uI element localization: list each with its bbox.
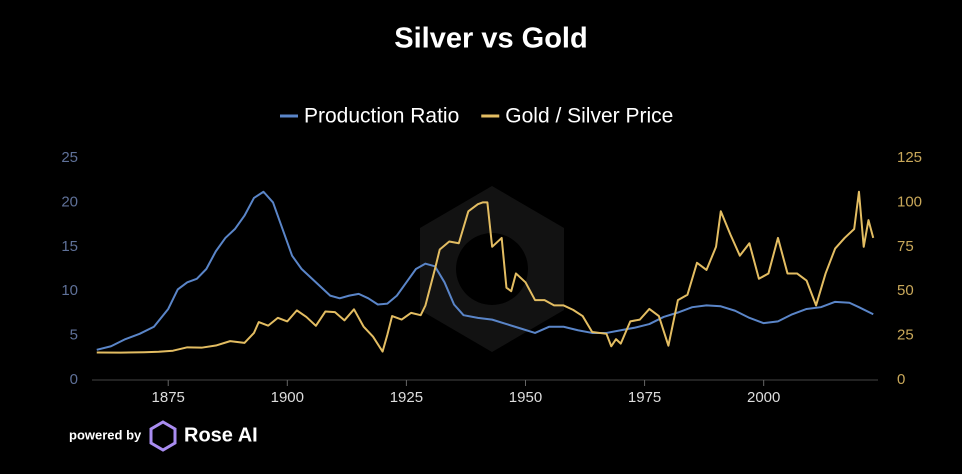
series-line (96, 190, 874, 351)
y-tick-label: 20 (61, 193, 78, 210)
x-tick-label: 1925 (390, 389, 423, 406)
y2-tick-label: 100 (897, 193, 922, 210)
y2-tick-label: 25 (897, 327, 914, 344)
branding-prefix: powered by (69, 427, 142, 442)
y2-tick-label: 50 (897, 282, 914, 299)
y2-tick-label: 0 (897, 371, 905, 388)
y-tick-label: 5 (70, 327, 78, 344)
x-tick-label: 1875 (152, 389, 185, 406)
y-tick-label: 15 (61, 238, 78, 255)
legend-label: Production Ratio (304, 105, 459, 128)
legend-label: Gold / Silver Price (505, 105, 673, 128)
y2-tick-label: 75 (897, 238, 914, 255)
x-tick-label: 1950 (509, 389, 542, 406)
x-tick-label: 1900 (271, 389, 304, 406)
chart-title: Silver vs Gold (394, 23, 587, 55)
x-tick-label: 1975 (628, 389, 661, 406)
branding-name: Rose AI (184, 424, 258, 446)
series-line (96, 190, 875, 354)
logo (149, 420, 177, 452)
x-tick-label: 2000 (747, 389, 780, 406)
watermark (420, 186, 564, 352)
y2-tick-label: 125 (897, 149, 922, 166)
branding: powered by Rose AI (69, 420, 258, 452)
y-tick-label: 25 (61, 149, 78, 166)
y-tick-label: 10 (61, 282, 78, 299)
y-tick-label: 0 (70, 371, 78, 388)
